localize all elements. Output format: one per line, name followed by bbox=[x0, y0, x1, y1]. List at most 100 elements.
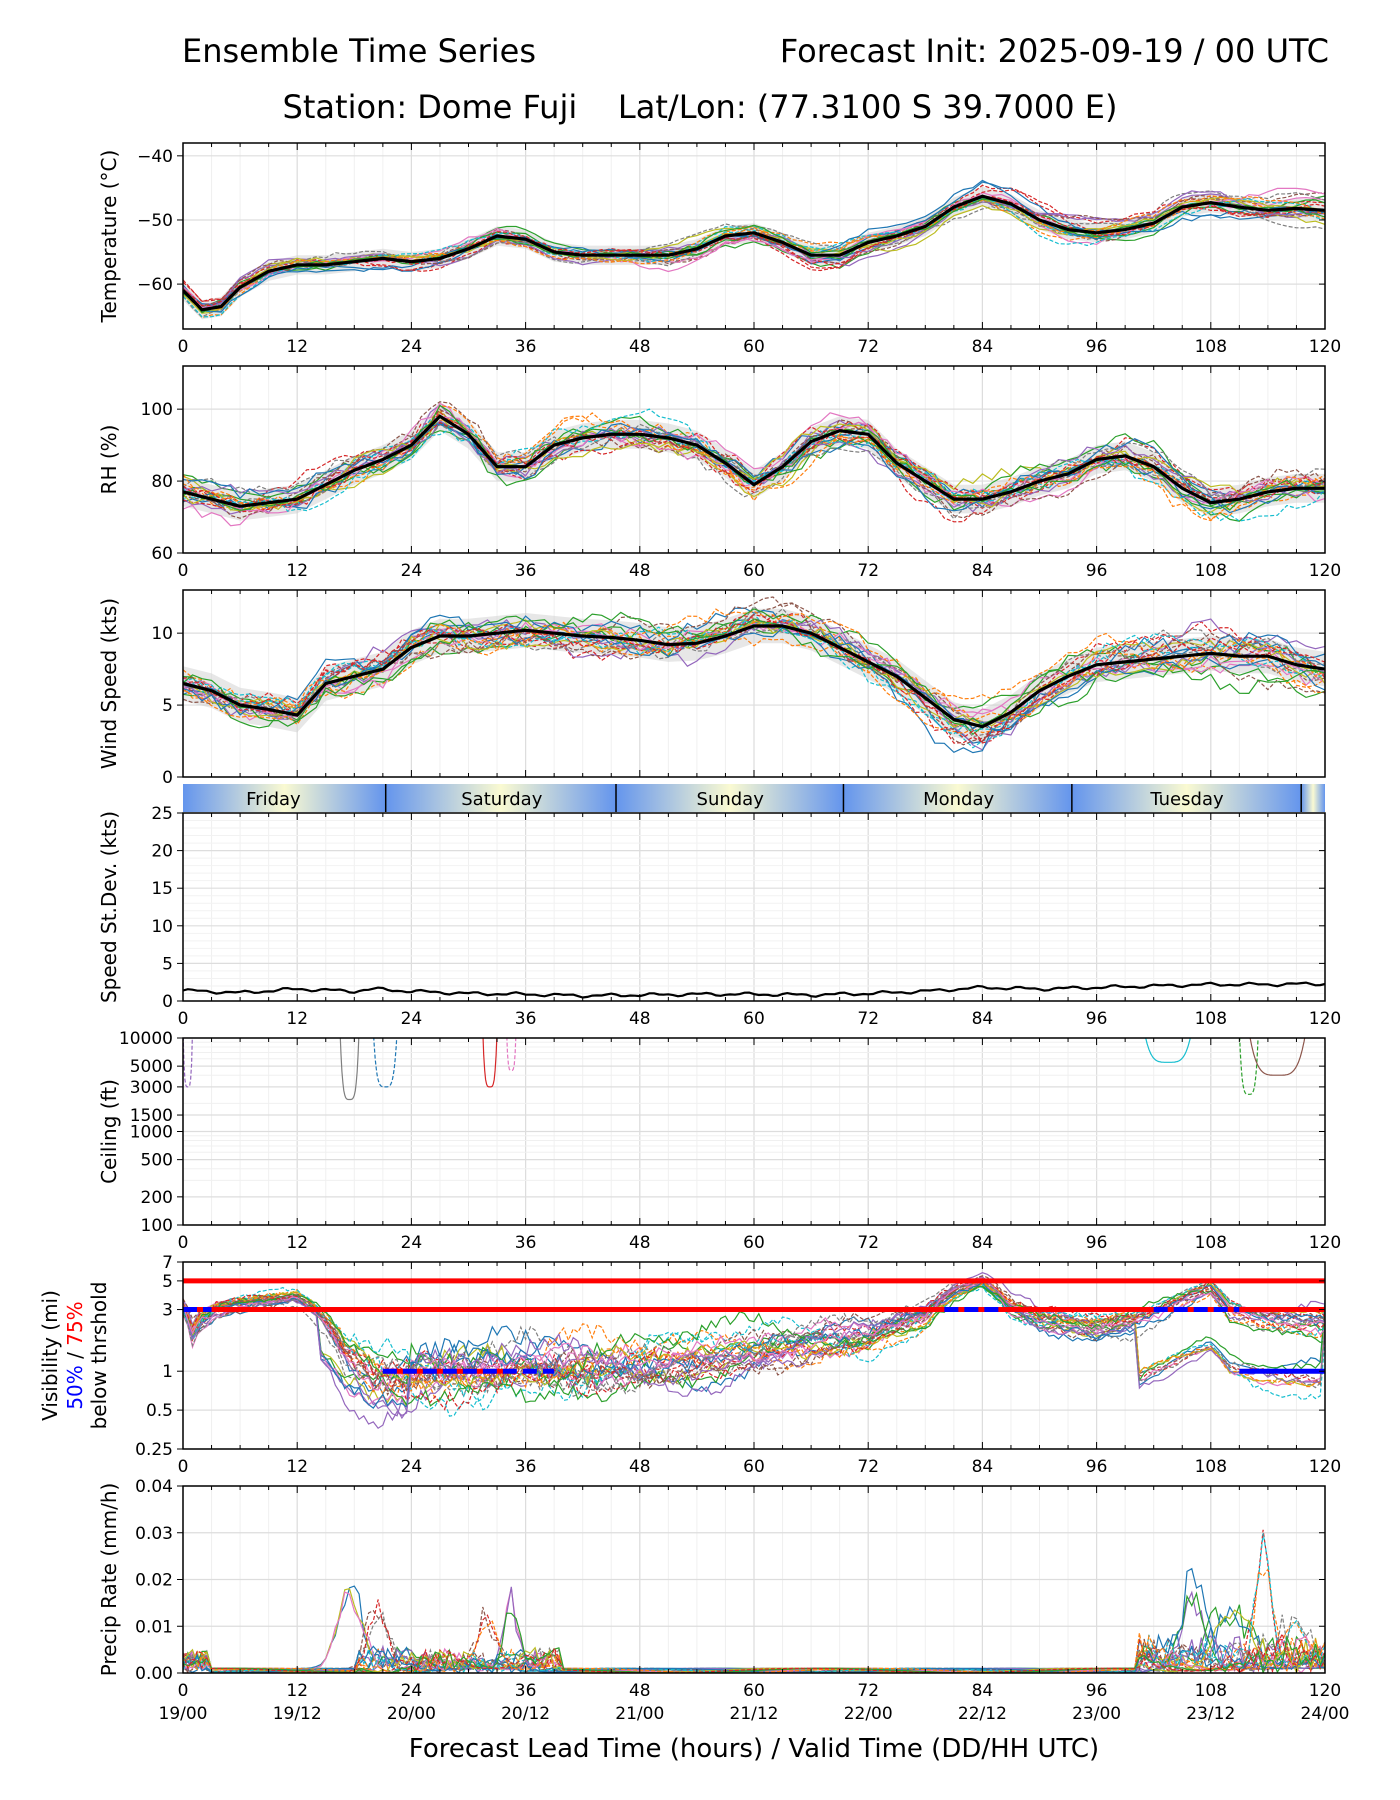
y-tick-label: 25 bbox=[151, 804, 173, 824]
panel-speed_stdev: 0 5 10 15 20 25 0 12 24 36 48 60 72 84 96 108 120 Speed S… bbox=[97, 804, 1341, 1029]
x-tick-label: 24 bbox=[401, 1457, 423, 1477]
y-axis-label: Visibility (mi) bbox=[38, 1290, 62, 1421]
x-tick-label: 72 bbox=[857, 1681, 879, 1701]
x-tick-label: 24 bbox=[401, 1681, 423, 1701]
x-tick-label: 84 bbox=[972, 1457, 994, 1477]
x-tick-label-valid-time: 23/00 bbox=[1072, 1704, 1121, 1724]
y-tick-label: 100 bbox=[141, 1216, 173, 1236]
member-line bbox=[183, 423, 1325, 512]
y-tick-label: 3000 bbox=[130, 1078, 173, 1098]
ceiling-member-line bbox=[373, 1038, 398, 1088]
ensemble-mean-line bbox=[183, 624, 1325, 729]
y-tick-label: 0.5 bbox=[146, 1401, 173, 1421]
x-tick-label: 48 bbox=[629, 337, 651, 357]
x-tick-label-valid-time: 22/12 bbox=[958, 1704, 1007, 1724]
y-tick-label: −60 bbox=[137, 275, 173, 295]
y-tick-label: 7 bbox=[162, 1253, 173, 1273]
x-tick-label: 36 bbox=[515, 1457, 537, 1477]
day-label: Saturday bbox=[461, 789, 542, 810]
member-line bbox=[183, 414, 1325, 521]
x-tick-label: 48 bbox=[629, 1457, 651, 1477]
y-tick-label: 0.02 bbox=[135, 1571, 173, 1591]
panel-temperature: −60 −50 −40 0 12 24 36 48 60 72 84 96 108 120 Temperat… bbox=[97, 142, 1341, 357]
y-tick-label: 5 bbox=[162, 954, 173, 974]
members-wind_speed bbox=[183, 596, 1325, 754]
y-tick-label: 0 bbox=[162, 992, 173, 1012]
x-tick-label: 12 bbox=[286, 1009, 308, 1029]
y-axis-label-threshold: 50% / 75% bbox=[63, 1301, 87, 1409]
x-tick-label: 0 bbox=[178, 1457, 189, 1477]
y-tick-label: −40 bbox=[137, 147, 173, 167]
x-tick-label-valid-time: 23/12 bbox=[1186, 1704, 1235, 1724]
y-axis-label: Temperature (°C) bbox=[97, 150, 121, 324]
ceiling-member-line bbox=[1249, 1038, 1306, 1076]
day-label: Monday bbox=[923, 789, 994, 810]
x-tick-label: 0 bbox=[178, 337, 189, 357]
x-tick-label: 36 bbox=[515, 1009, 537, 1029]
y-tick-label: 0.03 bbox=[135, 1524, 173, 1544]
x-tick-label: 48 bbox=[629, 1681, 651, 1701]
member-line bbox=[183, 607, 1325, 754]
y-axis-label: Precip Rate (mm/h) bbox=[97, 1483, 121, 1677]
x-tick-label: 108 bbox=[1195, 561, 1227, 581]
x-tick-label: 84 bbox=[972, 1009, 994, 1029]
x-axis-label: Forecast Lead Time (hours) / Valid Time … bbox=[409, 1734, 1099, 1764]
member-line bbox=[183, 1277, 1325, 1395]
x-tick-label: 0 bbox=[178, 1233, 189, 1253]
x-tick-label: 60 bbox=[743, 1009, 765, 1029]
member-line bbox=[183, 1277, 1325, 1391]
member-line bbox=[183, 197, 1325, 313]
member-line bbox=[183, 195, 1325, 307]
x-tick-label-valid-time: 19/00 bbox=[159, 1704, 208, 1724]
member-line bbox=[183, 1277, 1325, 1398]
day-label: Sunday bbox=[697, 789, 765, 810]
y-tick-label: 500 bbox=[141, 1151, 173, 1171]
ceiling-member-line bbox=[1145, 1038, 1191, 1063]
x-tick-label: 60 bbox=[743, 1457, 765, 1477]
x-tick-label-valid-time: 22/00 bbox=[844, 1704, 893, 1724]
x-tick-label: 108 bbox=[1195, 1457, 1227, 1477]
y-tick-label: 1500 bbox=[130, 1106, 173, 1126]
x-tick-label: 120 bbox=[1309, 1009, 1341, 1029]
x-tick-label: 48 bbox=[629, 1233, 651, 1253]
x-tick-label: 60 bbox=[743, 1233, 765, 1253]
ceiling-member-line bbox=[506, 1038, 517, 1071]
x-tick-label: 36 bbox=[515, 337, 537, 357]
x-tick-label: 120 bbox=[1309, 1233, 1341, 1253]
x-tick-label: 96 bbox=[1086, 1681, 1108, 1701]
y-tick-label: 0.01 bbox=[135, 1617, 173, 1637]
label-75: 75% bbox=[63, 1301, 87, 1345]
panel-precip: 0.00 0.01 0.02 0.03 0.04 0 12 24 36 48 60 72 84 96 108… bbox=[97, 1477, 1350, 1764]
member-line bbox=[183, 408, 1325, 522]
x-tick-label-valid-time: 19/12 bbox=[273, 1704, 322, 1724]
panel-visibility: 0.25 0.5 1 3 57 0 12 24 36 48 60 72 84 96 108 120 Visibi… bbox=[38, 1253, 1341, 1477]
x-tick-label: 72 bbox=[857, 337, 879, 357]
member-line bbox=[183, 1275, 1325, 1396]
member-line bbox=[183, 179, 1325, 313]
member-line bbox=[183, 421, 1325, 508]
x-tick-label: 72 bbox=[857, 1233, 879, 1253]
x-tick-label: 36 bbox=[515, 561, 537, 581]
y-tick-label: 1 bbox=[162, 1362, 173, 1382]
y-tick-label: 100 bbox=[141, 400, 173, 420]
member-line bbox=[183, 418, 1325, 508]
title-left: Ensemble Time Series bbox=[182, 32, 536, 70]
day-segment bbox=[616, 784, 844, 812]
x-tick-label: 108 bbox=[1195, 1009, 1227, 1029]
y-tick-label: 10 bbox=[151, 624, 173, 644]
x-tick-label: 0 bbox=[178, 1681, 189, 1701]
y-tick-label: 0.00 bbox=[135, 1664, 173, 1684]
day-segment bbox=[1071, 784, 1302, 812]
x-tick-label: 36 bbox=[515, 1681, 537, 1701]
x-tick-label: 108 bbox=[1195, 1233, 1227, 1253]
member-line bbox=[183, 626, 1325, 711]
member-line bbox=[183, 621, 1325, 721]
member-line bbox=[183, 615, 1325, 744]
x-tick-label: 0 bbox=[178, 561, 189, 581]
ceiling-member-line bbox=[1239, 1038, 1259, 1095]
x-tick-label: 24 bbox=[401, 1009, 423, 1029]
member-line bbox=[183, 423, 1325, 520]
x-tick-label: 12 bbox=[286, 561, 308, 581]
y-tick-label: 5 bbox=[162, 1272, 173, 1292]
